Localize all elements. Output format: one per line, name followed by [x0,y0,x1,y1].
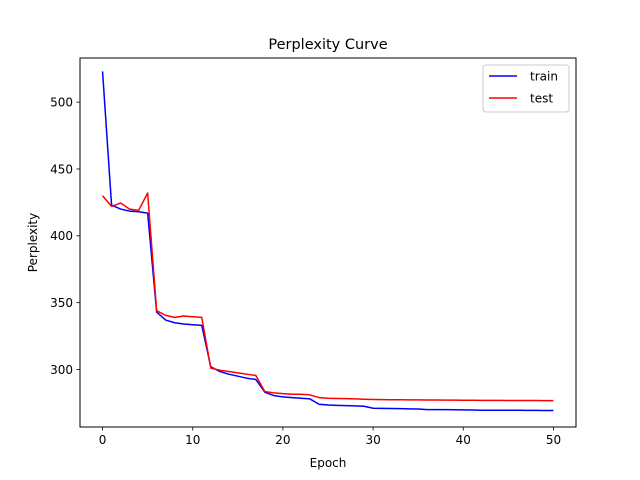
x-tick-label: 50 [546,433,561,447]
y-tick-label: 450 [50,162,73,176]
legend: train test [482,64,570,113]
x-tick-label: 10 [185,433,200,447]
legend-label-test: test [530,91,553,105]
legend-label-train: train [530,69,558,83]
x-tick-label: 20 [275,433,290,447]
chart-title: Perplexity Curve [268,37,387,53]
y-tick-label: 500 [50,95,73,109]
y-tick-label: 300 [50,363,73,377]
y-tick-label: 350 [50,296,73,310]
x-axis-title: Epoch [310,456,347,470]
y-axis-title: Perplexity [26,213,40,273]
y-axis: 300 350 400 450 500 [50,95,80,377]
plot-area [101,71,554,412]
x-tick-label: 0 [99,433,107,447]
x-tick-label: 40 [456,433,471,447]
x-tick-label: 30 [365,433,380,447]
plot-frame [79,57,577,428]
y-tick-label: 400 [50,229,73,243]
x-axis: 0 10 20 30 40 50 [99,427,561,447]
series-line-train [101,71,554,412]
series-line-test [101,192,554,402]
